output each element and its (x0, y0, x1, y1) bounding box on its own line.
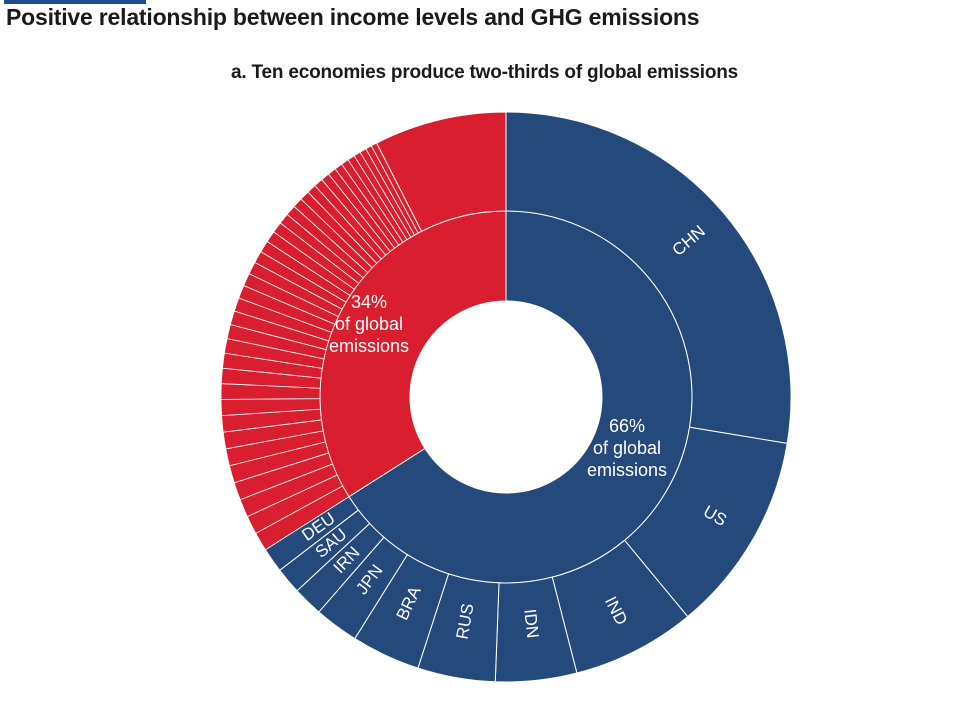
outer-label-idn: IDN (520, 608, 542, 639)
share-label-top-ten-line-2: of global (593, 438, 661, 458)
share-label-rest-line-3: emissions (329, 336, 409, 356)
share-label-rest-line-1: 34% (351, 292, 387, 312)
share-label-rest-line-2: of global (335, 314, 403, 334)
chart-title: a. Ten economies produce two-thirds of g… (231, 62, 739, 83)
outer-segment-chn (505, 111, 792, 444)
top-accent-rule (4, 0, 146, 4)
figure-title: Positive relationship between income lev… (6, 4, 700, 30)
share-label-top-ten-line-1: 66% (609, 416, 645, 436)
outer-segment-rest-large (375, 111, 507, 232)
share-label-top-ten-line-3: emissions (587, 460, 667, 480)
